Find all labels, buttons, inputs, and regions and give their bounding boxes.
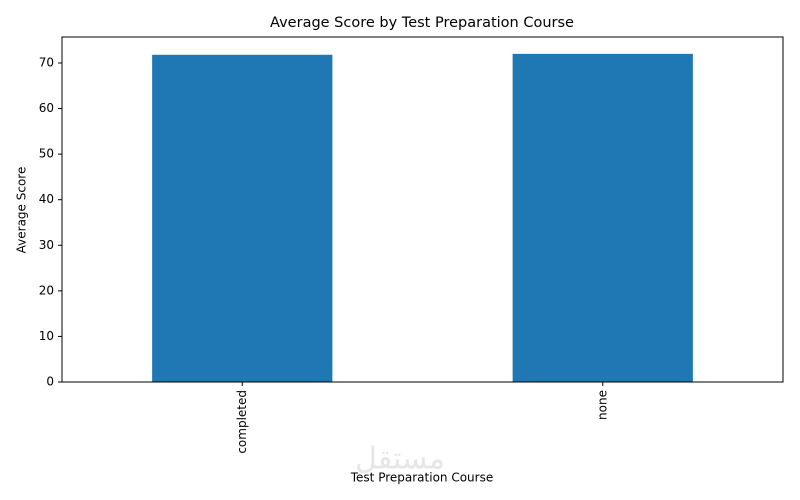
y-axis-label: Average Score bbox=[15, 167, 29, 254]
y-tick-label: 50 bbox=[39, 147, 54, 161]
y-tick-label: 60 bbox=[39, 101, 54, 115]
chart-title: Average Score by Test Preparation Course bbox=[270, 15, 574, 31]
plot-frame bbox=[61, 36, 784, 383]
y-tick-label: 10 bbox=[39, 329, 54, 343]
x-axis-label: Test Preparation Course bbox=[350, 471, 493, 485]
x-tick-label: completed bbox=[235, 390, 249, 454]
y-tick-label: 20 bbox=[39, 283, 54, 297]
y-tick-label: 0 bbox=[46, 375, 54, 389]
y-tick-label: 70 bbox=[39, 55, 54, 69]
x-tick-label: none bbox=[595, 390, 609, 420]
y-tick-label: 40 bbox=[39, 192, 54, 206]
bar bbox=[152, 54, 333, 382]
y-tick-label: 30 bbox=[39, 238, 54, 252]
bar bbox=[512, 53, 693, 383]
watermark: مستقل bbox=[355, 442, 445, 477]
